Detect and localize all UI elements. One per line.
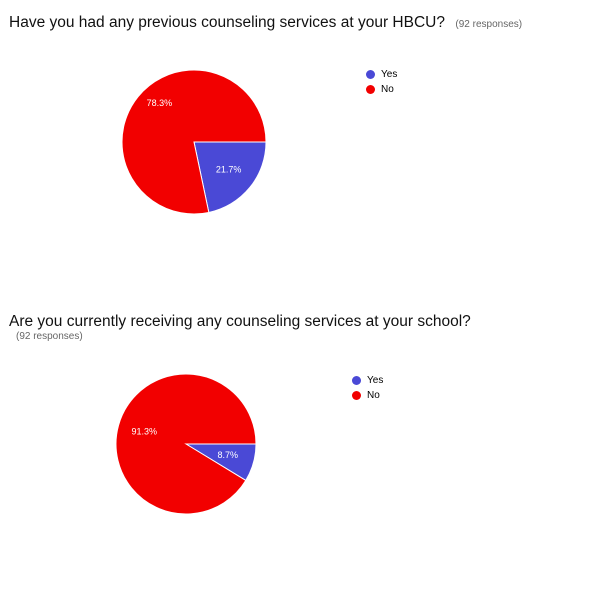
pie-2-label-no: 91.3% <box>131 427 157 437</box>
pie-2-slice-no <box>115 373 257 515</box>
pie-1-label-no: 78.3% <box>147 98 173 108</box>
legend-2-label-yes: Yes <box>367 375 384 386</box>
legend-1-label-yes: Yes <box>381 69 398 80</box>
pie-2-label-yes: 8.7% <box>218 450 239 460</box>
legend-2-swatch-no <box>352 391 361 400</box>
legend-1-swatch-no <box>366 85 375 94</box>
pie-1-slice-yes <box>193 141 267 214</box>
question-1-responses: (92 responses) <box>455 19 523 30</box>
question-2-title: Are you currently receiving any counseli… <box>9 313 471 330</box>
question-2-title-wrap: Are you currently receiving any counseli… <box>9 313 471 342</box>
legend-1-item-no: No <box>366 82 397 97</box>
legend-2-item-yes: Yes <box>352 373 383 388</box>
legend-2-item-no: No <box>352 388 383 403</box>
question-2-responses: (92 responses) <box>16 331 83 342</box>
legend-1-swatch-yes <box>366 70 375 79</box>
question-1-title: Have you had any previous counseling ser… <box>9 14 445 31</box>
legend-1-item-yes: Yes <box>366 67 397 82</box>
legend-2-label-no: No <box>367 390 380 401</box>
legend-2: Yes No <box>352 373 383 403</box>
pie-1-label-yes: 21.7% <box>216 165 242 175</box>
legend-1-label-no: No <box>381 84 394 95</box>
pie-1-slice-no <box>121 69 267 215</box>
question-1-header: Have you had any previous counseling ser… <box>9 14 522 32</box>
legend-1: Yes No <box>366 67 397 97</box>
legend-2-swatch-yes <box>352 376 361 385</box>
